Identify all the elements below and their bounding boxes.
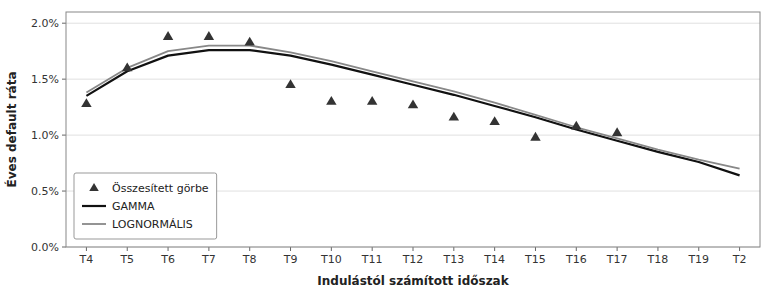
x-tick-label: T14 — [483, 253, 505, 266]
x-tick — [208, 247, 209, 251]
x-tick — [372, 247, 373, 251]
y-tick — [62, 79, 66, 80]
plot-frame — [66, 12, 760, 247]
grid — [66, 23, 760, 247]
x-tick — [657, 247, 658, 251]
x-tick — [86, 247, 87, 251]
x-tick-label: T6 — [160, 253, 175, 266]
y-tick — [62, 247, 66, 248]
y-tick — [62, 191, 66, 192]
x-tick-label: T12 — [402, 253, 424, 266]
y-tick — [62, 135, 66, 136]
grid-line — [66, 135, 760, 136]
x-tick-label: T7 — [201, 253, 216, 266]
x-tick-label: T11 — [361, 253, 383, 266]
line — [86, 46, 739, 169]
scatter-point — [81, 98, 91, 107]
scatter-point — [489, 116, 499, 125]
legend-marker — [89, 183, 99, 191]
y-tick-label: 1.0% — [31, 129, 59, 142]
x-tick-label: T9 — [283, 253, 298, 266]
y-tick-label: 0.5% — [31, 185, 59, 198]
legend-label: GAMMA — [112, 200, 155, 213]
x-tick-label: T19 — [687, 253, 709, 266]
x-tick-label: T13 — [442, 253, 464, 266]
y-tick-label: 1.5% — [31, 73, 59, 86]
x-tick — [576, 247, 577, 251]
x-tick — [698, 247, 699, 251]
scatter-point — [326, 96, 336, 105]
x-tick — [249, 247, 250, 251]
x-tick-label: T18 — [647, 253, 669, 266]
y-tick-label: 2.0% — [31, 17, 59, 30]
x-tick — [453, 247, 454, 251]
x-tick-label: T15 — [524, 253, 546, 266]
scatter-point — [244, 37, 254, 46]
x-axis-label: Indulástól számított időszak — [317, 274, 509, 288]
scatter-point — [163, 31, 173, 40]
axes: 0.0% 0.5% 1.0% 1.5% 2.0% T4 T5 T6 T7 T8 T9 T10 T11 T1… — [31, 12, 760, 266]
x-tick-label: T2 — [732, 253, 747, 266]
x-tick-label: T16 — [565, 253, 587, 266]
x-tick — [535, 247, 536, 251]
x-tick — [413, 247, 414, 251]
scatter-point — [612, 127, 622, 136]
x-tick-label: T5 — [119, 253, 134, 266]
y-tick — [62, 23, 66, 24]
scatter-point — [571, 121, 581, 130]
x-tick-label: T17 — [606, 253, 628, 266]
legend-label: LOGNORMÁLIS — [112, 218, 193, 231]
y-tick-label: 0.0% — [31, 241, 59, 254]
chart: 0.0% 0.5% 1.0% 1.5% 2.0% T4 T5 T6 T7 T8 T9 T10 T11 T1… — [0, 0, 774, 293]
x-tick — [290, 247, 291, 251]
scatter-point — [408, 99, 418, 108]
x-tick — [617, 247, 618, 251]
legend-box — [74, 173, 217, 239]
legend-label: Összesített görbe — [112, 182, 209, 195]
scatter-point — [285, 79, 295, 88]
y-axis-label: Éves default ráta — [4, 72, 19, 188]
scatter-point — [530, 132, 540, 141]
x-tick — [494, 247, 495, 251]
x-tick — [739, 247, 740, 251]
scatter-point — [204, 31, 214, 40]
x-tick — [331, 247, 332, 251]
scatter-point — [449, 112, 459, 121]
line — [86, 50, 739, 175]
legend-marker — [82, 223, 106, 225]
scatter-point — [367, 96, 377, 105]
grid-line — [66, 79, 760, 80]
grid-line — [66, 23, 760, 24]
x-tick-label: T10 — [320, 253, 342, 266]
x-tick — [168, 247, 169, 251]
plot-area — [81, 31, 739, 175]
legend: Összesített görbe GAMMA LOGNORMÁLIS — [74, 173, 217, 239]
legend-marker — [82, 205, 106, 207]
x-tick — [127, 247, 128, 251]
scatter-point — [122, 62, 132, 71]
x-tick-label: T4 — [79, 253, 94, 266]
x-tick-label: T8 — [242, 253, 257, 266]
